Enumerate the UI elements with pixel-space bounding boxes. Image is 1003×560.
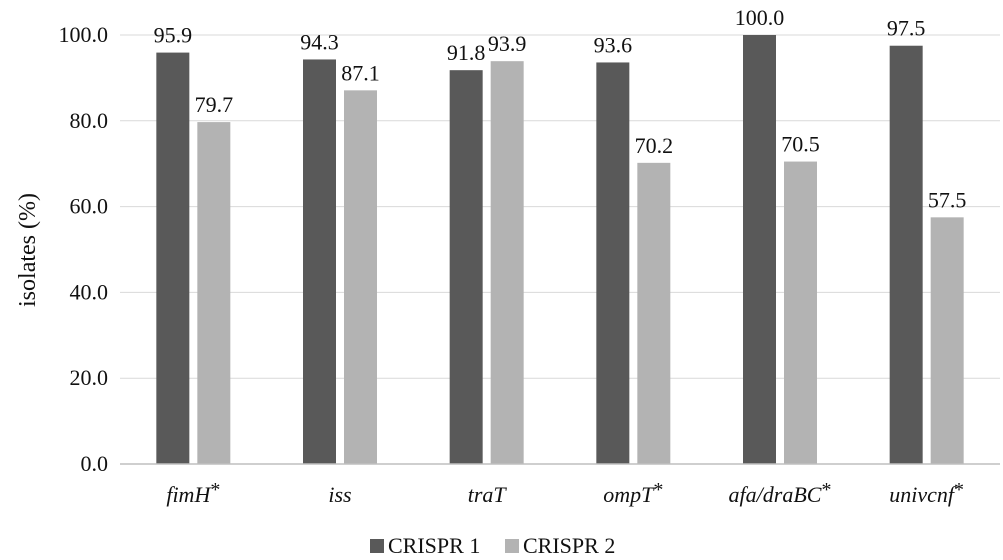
data-label: 94.3 [300,29,339,54]
bar [930,217,964,464]
data-label: 97.5 [887,16,926,41]
bar [596,62,630,465]
category-label: traT [468,482,508,507]
data-label: 91.8 [447,40,486,65]
y-tick-label: 40.0 [70,279,109,304]
y-tick-label: 0.0 [81,451,109,476]
data-label: 93.9 [488,31,527,56]
bar [784,161,817,464]
legend-label: CRISPR 2 [523,533,615,558]
category-label: afa/draBC* [729,479,832,507]
y-tick-label: 80.0 [70,108,109,133]
bar [889,45,923,464]
data-label: 70.2 [635,133,674,158]
bar [156,52,190,465]
y-tick-labels: 0.0 20.0 40.0 60.0 80.0 100.0 [59,22,109,476]
bar [449,70,483,464]
data-label: 57.5 [928,187,967,212]
bar [303,59,336,464]
data-label: 79.7 [195,92,234,117]
legend-swatch [370,539,384,553]
y-tick-label: 60.0 [70,194,109,219]
y-axis-title: isolates (%) [15,193,41,307]
data-label: 93.6 [594,32,633,57]
category-label: fimH* [166,479,220,507]
category-labels: fimH* iss traT ompT* afa/draBC* univcnf* [166,479,964,507]
category-label: ompT* [603,479,663,507]
bars [156,35,964,465]
bar [637,162,671,465]
y-tick-label: 100.0 [59,22,109,47]
data-label: 70.5 [781,132,820,157]
legend: CRISPR 1 CRISPR 2 [370,533,615,558]
bar [344,90,377,464]
data-label: 95.9 [154,23,193,48]
y-tick-label: 20.0 [70,365,109,390]
bar [197,122,231,464]
legend-swatch [505,539,519,553]
category-label: univcnf* [889,479,964,507]
bar [743,35,776,464]
data-labels: 95.9 79.7 94.387.1 91.8 93.9 93.6 70.2 100.0 70.… [154,5,967,212]
data-label: 87.1 [341,60,380,85]
data-label: 100.0 [735,5,785,30]
category-label: iss [328,482,351,507]
bar [490,61,524,464]
gridlines [120,34,1000,379]
legend-label: CRISPR 1 [388,533,480,558]
